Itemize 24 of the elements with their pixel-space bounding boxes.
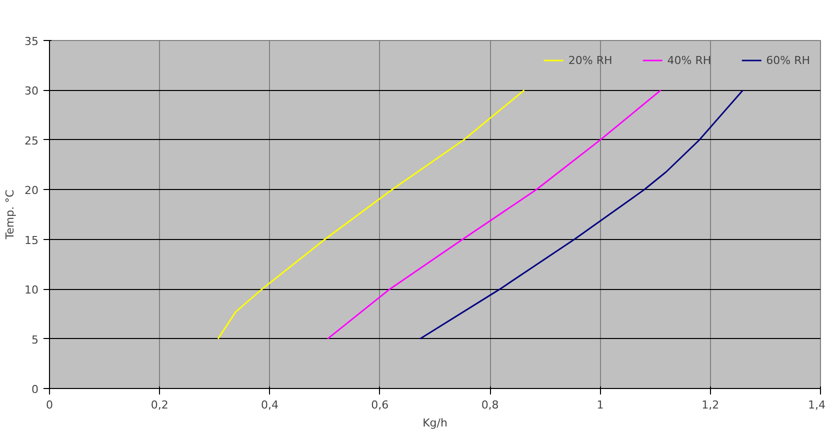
legend-label: 60% RH xyxy=(766,54,810,66)
line-series xyxy=(326,89,662,340)
y-tick-label: 25 xyxy=(24,134,39,148)
y-tick-label: 10 xyxy=(24,284,39,297)
x-tick-label: 1,2 xyxy=(702,398,720,412)
x-tick-label: 0,8 xyxy=(481,398,499,412)
x-tick-label: 0,4 xyxy=(261,398,279,412)
line-series xyxy=(419,89,744,340)
y-tick-label: 5 xyxy=(32,333,38,346)
legend-label: 20% RH xyxy=(568,54,612,66)
x-tick-label: 0,2 xyxy=(150,398,168,412)
y-tick-label: 35 xyxy=(24,35,39,48)
x-tick-label: 1,4 xyxy=(808,398,826,412)
y-tick-label: 30 xyxy=(24,84,39,98)
y-tick-label: 0 xyxy=(32,383,38,396)
x-tick-label: 1 xyxy=(596,398,604,412)
x-axis-title: Kg/h xyxy=(422,416,448,430)
y-tick-label: 20 xyxy=(24,184,39,198)
legend-label: 40% RH xyxy=(667,54,712,66)
x-tick-label: 0 xyxy=(46,398,53,412)
y-tick-label: 15 xyxy=(24,234,39,247)
x-tick-label: 0,6 xyxy=(371,398,389,412)
line-series xyxy=(217,89,525,340)
y-axis-title: Temp. °C xyxy=(4,189,17,240)
